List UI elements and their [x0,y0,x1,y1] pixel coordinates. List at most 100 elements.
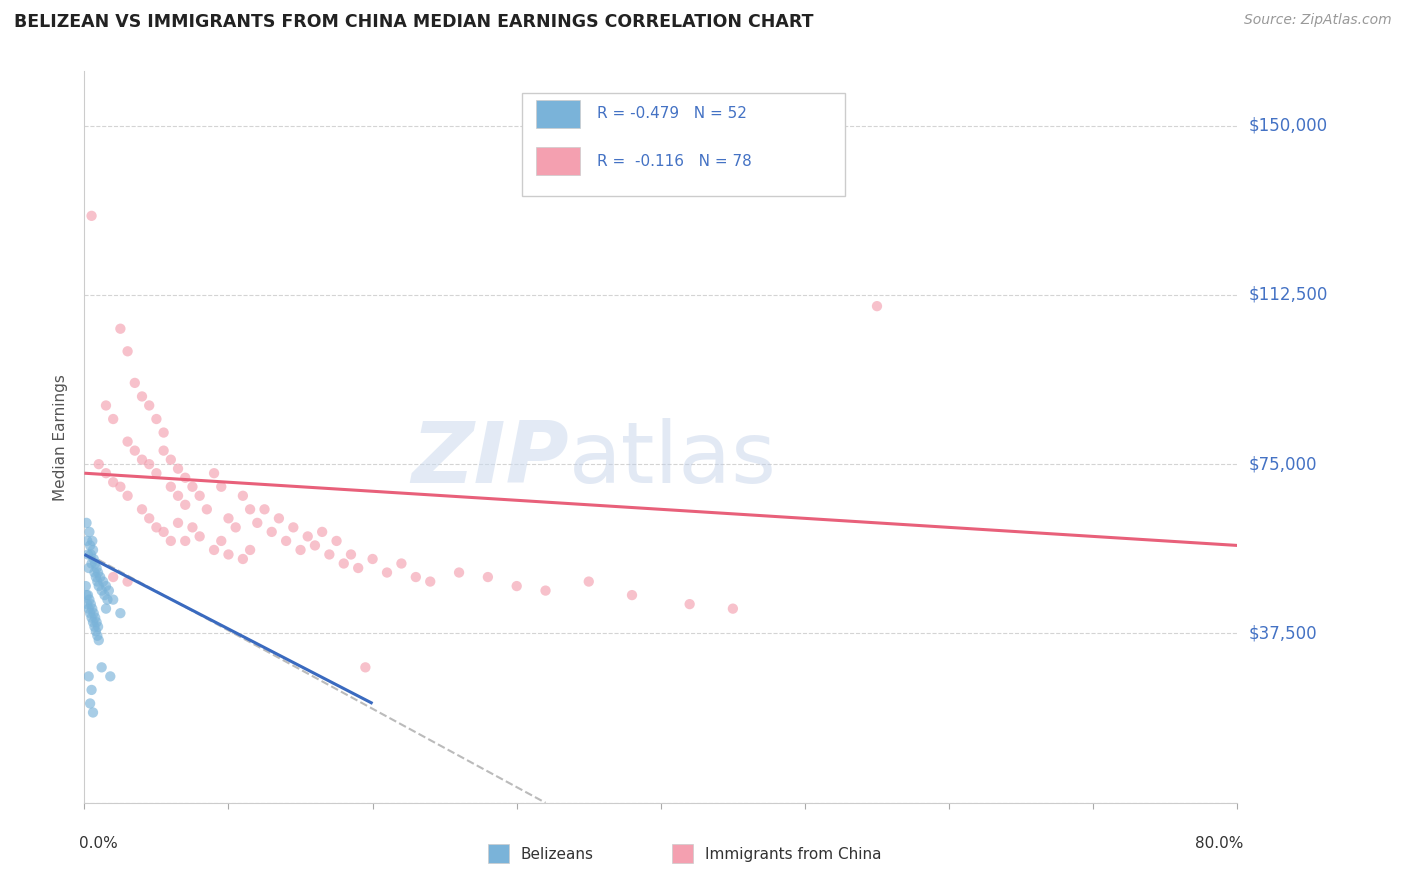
Point [103,475,124,490]
Point [195,502,218,516]
Point [253,502,276,516]
Text: $37,500: $37,500 [1249,624,1317,642]
Point [82,615,104,630]
Point [679,597,702,611]
Point [232,489,254,503]
Point [246,516,269,530]
Point [181,480,204,494]
Point [77,588,100,602]
Point [131,389,153,403]
Point [77,561,100,575]
Point [82,706,104,720]
Point [297,529,319,543]
Point [347,561,370,575]
Point [76,597,98,611]
Point [84,570,107,584]
Text: BELIZEAN VS IMMIGRANTS FROM CHINA MEDIAN EARNINGS CORRELATION CHART: BELIZEAN VS IMMIGRANTS FROM CHINA MEDIAN… [14,13,814,31]
Point [77,669,100,683]
Point [405,570,427,584]
Point [117,574,139,589]
Point [80,548,103,562]
Point [77,548,100,562]
Y-axis label: Median Earnings: Median Earnings [53,374,69,500]
Point [90,583,112,598]
Point [138,511,160,525]
Point [80,597,103,611]
Point [79,524,101,539]
Point [167,489,190,503]
Point [79,592,101,607]
Point [83,606,105,620]
Text: ZIP: ZIP [411,417,568,500]
Point [110,322,132,336]
Point [232,552,254,566]
Point [83,566,105,580]
Point [209,480,232,494]
Text: R = -0.479   N = 52: R = -0.479 N = 52 [598,106,747,121]
Point [76,516,98,530]
Point [160,480,183,494]
Point [202,466,225,480]
Point [76,533,98,548]
Point [239,543,262,558]
Text: Belizeans: Belizeans [520,847,593,862]
Text: $112,500: $112,500 [1249,285,1327,304]
Point [160,452,183,467]
Point [866,299,889,313]
Point [86,561,108,575]
Point [218,511,240,525]
Point [340,548,363,562]
FancyBboxPatch shape [536,147,581,175]
Point [96,592,118,607]
Point [117,489,139,503]
Point [86,615,108,630]
FancyBboxPatch shape [536,100,581,128]
Point [87,457,110,471]
Point [84,557,107,571]
Point [94,601,117,615]
Text: $75,000: $75,000 [1249,455,1317,473]
Point [90,660,112,674]
Point [91,574,114,589]
Point [82,543,104,558]
Point [477,570,499,584]
Point [304,538,326,552]
Point [83,620,105,634]
Point [131,502,153,516]
Point [103,570,124,584]
Point [75,579,97,593]
FancyBboxPatch shape [488,845,509,863]
Text: R =  -0.116   N = 78: R = -0.116 N = 78 [598,153,752,169]
Point [167,461,190,475]
Point [138,457,160,471]
Point [267,511,290,525]
Point [145,412,167,426]
Point [77,601,100,615]
Point [318,548,340,562]
Point [138,399,160,413]
Point [83,552,105,566]
Point [131,452,153,467]
Point [534,583,557,598]
Point [94,399,117,413]
Point [276,533,298,548]
Point [89,570,111,584]
Point [76,588,98,602]
Point [117,344,139,359]
Point [80,209,103,223]
Point [290,543,312,558]
Point [82,533,104,548]
Point [375,566,398,580]
Point [145,520,167,534]
Point [167,516,190,530]
Point [391,557,413,571]
Point [124,376,146,390]
Point [79,606,101,620]
Point [97,583,120,598]
Point [110,606,132,620]
Point [160,533,183,548]
Point [80,557,103,571]
Point [361,552,384,566]
Point [94,466,117,480]
FancyBboxPatch shape [523,94,845,195]
